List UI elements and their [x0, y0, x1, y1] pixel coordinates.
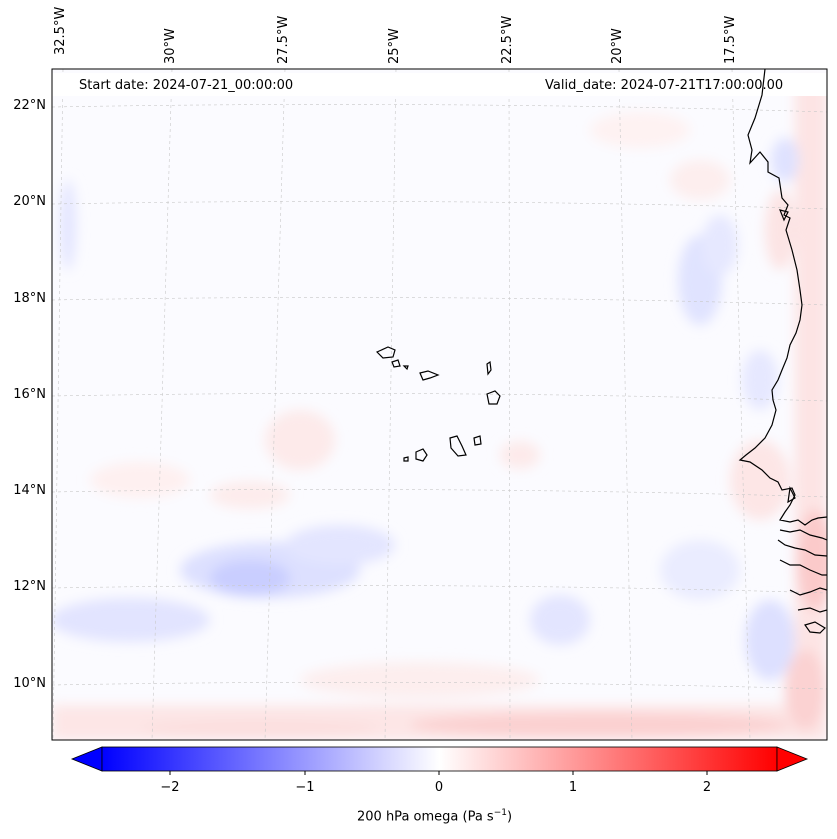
colorbar-label-main: 200 hPa omega (Pa s: [357, 809, 494, 825]
island-santiago: [449, 435, 467, 457]
island-sal: [486, 360, 492, 376]
colorbar-label: 200 hPa omega (Pa s−1): [357, 808, 512, 824]
parallel-12n: [52, 585, 827, 594]
island-sao-vicente: [391, 359, 401, 368]
lat-label-14n: 14°N: [13, 483, 46, 498]
island-santo-antao: [375, 346, 396, 359]
lat-label-20n: 20°N: [13, 194, 46, 209]
cb-tick-label: 2: [702, 780, 712, 795]
map-frame: [51, 68, 828, 741]
parallel-16n: [52, 393, 827, 402]
header-background: [52, 73, 827, 96]
meridian-25w: [384, 69, 397, 740]
colorbar-label-end: ): [506, 809, 513, 825]
graticule: [52, 69, 827, 740]
parallel-22n: [52, 104, 827, 113]
cb-tick-label: 1: [568, 780, 578, 795]
cb-tick-label: −1: [295, 780, 315, 795]
island-santa-luzia: [402, 365, 409, 371]
cape-verde-islands: [375, 346, 501, 462]
island-sao-nicolau: [419, 370, 440, 381]
cb-tick-label: −2: [160, 780, 180, 795]
colorbar-extend-neg: [70, 746, 103, 772]
parallel-20n: [52, 201, 827, 210]
coastline-africa: [738, 69, 827, 634]
lat-label-18n: 18°N: [13, 291, 46, 306]
island-maio: [473, 435, 482, 446]
parallel-14n: [52, 489, 827, 498]
lat-label-12n: 12°N: [13, 579, 46, 594]
start-date: Start date: 2024-07-21_00:00:00: [79, 78, 294, 93]
colorbar-body: [101, 746, 778, 772]
parallel-10n: [52, 681, 827, 690]
meridian-32-5w: [52, 69, 64, 740]
lat-label-22n: 22°N: [13, 98, 46, 113]
island-boa-vista: [486, 390, 501, 405]
colorbar-label-sup: −1: [493, 808, 507, 818]
meridian-17-5w: [731, 69, 751, 740]
meridian-22-5w: [508, 69, 511, 740]
omega-field: [52, 80, 827, 740]
colorbar-extend-pos: [776, 746, 809, 772]
valid-date: Valid_date: 2024-07-21T17:00:00.00: [545, 78, 784, 93]
meridian-27-5w: [264, 69, 286, 740]
meridian-20w: [618, 69, 633, 740]
lat-label-16n: 16°N: [13, 387, 46, 402]
lat-label-10n: 10°N: [13, 676, 46, 691]
cb-tick-label: 0: [434, 780, 444, 795]
colorbar: [70, 746, 809, 775]
island-fogo: [415, 448, 428, 462]
parallel-18n: [52, 297, 827, 306]
meridian-30w: [151, 69, 173, 740]
island-brava: [403, 456, 409, 462]
